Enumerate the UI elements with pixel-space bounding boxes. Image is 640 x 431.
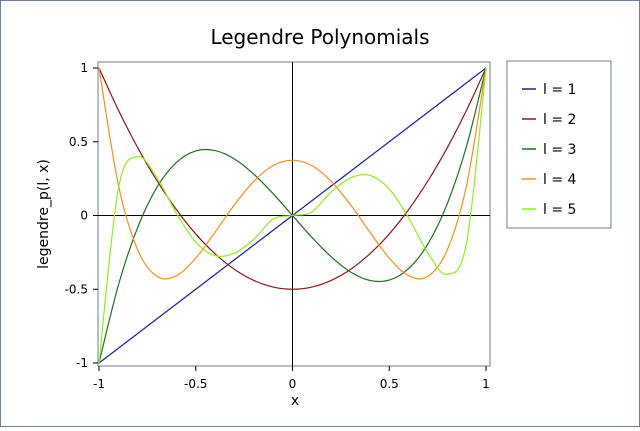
series-group — [98, 67, 487, 364]
x-tick-label: 1 — [482, 377, 490, 391]
y-tick-label: 1 — [80, 61, 88, 75]
y-tick-label: -1 — [76, 356, 88, 370]
y-tick-label: 0.5 — [69, 135, 88, 149]
y-axis-label: legendre_p(l, x) — [36, 159, 52, 269]
chart-title: Legendre Polynomials — [210, 25, 429, 49]
series-line-l4 — [98, 67, 487, 280]
x-tick-label: 0 — [289, 377, 297, 391]
series-line-l2 — [98, 67, 487, 290]
legend-label: l = 4 — [543, 172, 577, 188]
legend-label: l = 5 — [543, 202, 576, 218]
legend-label: l = 2 — [543, 112, 576, 128]
tick-labels: -1 -0.5 0 0.5 1 1 0.5 0 -0.5 -1 — [65, 61, 490, 391]
legend-label: l = 3 — [543, 142, 576, 158]
legend: l = 1 l = 2 l = 3 l = 4 l = 5 — [522, 82, 577, 218]
y-tick-label: -0.5 — [65, 282, 88, 296]
x-tick-label: -1 — [93, 377, 105, 391]
x-tick-label: -0.5 — [184, 377, 207, 391]
x-tick-label: 0.5 — [380, 377, 399, 391]
x-axis-label: x — [291, 393, 299, 409]
y-tick-label: 0 — [80, 209, 88, 223]
series-line-l5 — [98, 67, 487, 364]
legend-label: l = 1 — [543, 82, 576, 98]
